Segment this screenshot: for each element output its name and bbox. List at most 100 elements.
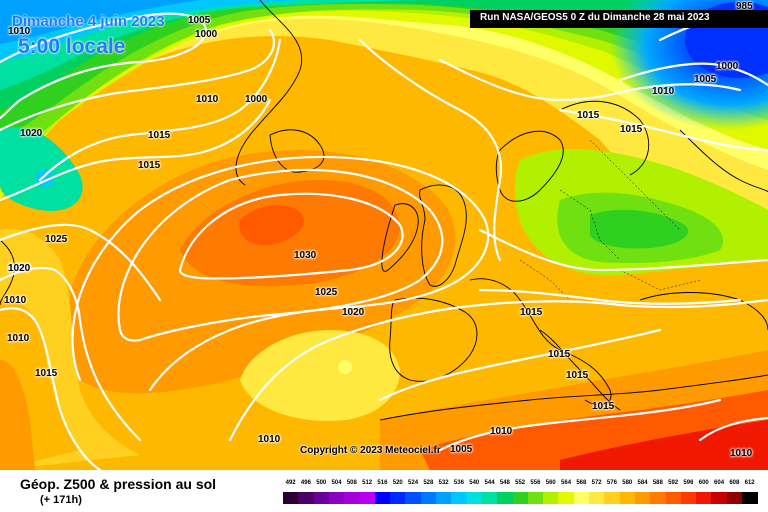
scale-tick-label: 536 (453, 480, 464, 486)
scale-swatch (558, 492, 575, 504)
isobar-label: 1005 (694, 74, 717, 85)
scale-swatch (512, 492, 529, 504)
scale-swatch (283, 492, 299, 504)
scale-swatch (359, 492, 376, 504)
isobar-label: 1015 (35, 368, 58, 379)
scale-tick-label: 556 (530, 480, 541, 486)
color-scale: 492 496 500 504 508 512 516 520 524 528 532 536 540 5… (283, 478, 763, 510)
scale-swatch (313, 492, 330, 504)
scale-tick-label: 572 (591, 480, 602, 486)
scale-swatch (481, 492, 498, 504)
isobar-label: 1025 (315, 287, 338, 298)
weather-map: 1010 1005 1000 1020 1015 1010 1000 1010 … (0, 0, 768, 470)
isobar-label: 1015 (592, 401, 615, 412)
scale-swatch (711, 492, 728, 504)
scale-tick-label: 560 (545, 480, 556, 486)
scale-tick-label: 568 (576, 480, 587, 486)
isobar-label: 1010 (8, 263, 31, 274)
scale-swatch (696, 492, 712, 504)
scale-tick-label: 552 (515, 480, 526, 486)
scale-swatch (650, 492, 666, 504)
forecast-offset: (+ 171h) (40, 494, 82, 506)
scale-swatch (328, 492, 345, 504)
scale-tick-label: 576 (606, 480, 617, 486)
isobar-label: 1015 (577, 110, 600, 121)
isobar-label: 1010 (7, 333, 30, 344)
isobar-label: 1010 (258, 434, 281, 445)
scale-swatch (543, 492, 559, 504)
isobar-label: 1010 (490, 426, 513, 437)
scale-swatch (665, 492, 682, 504)
scale-tick-label: 608 (729, 480, 740, 486)
scale-tick-label: 492 (285, 480, 296, 486)
isobar-label: 1015 (548, 349, 571, 360)
isobar-label: 1015 (520, 307, 543, 318)
forecast-time: 5:00 locale (18, 35, 126, 58)
scale-swatch (298, 492, 315, 504)
legend-title: Géop. Z500 & pression au sol (20, 476, 217, 492)
scale-swatch (374, 492, 391, 504)
scale-tick-label: 528 (423, 480, 434, 486)
forecast-date: Dimanche 4 juin 2023 (12, 13, 165, 30)
run-label: Run NASA/GEOS5 0 Z du Dimanche 28 mai 20… (480, 12, 710, 23)
isobar-label: 1015 (620, 124, 643, 135)
scale-swatch (573, 492, 590, 504)
copyright-text: Copyright © 2023 Meteociel.fr (300, 445, 441, 456)
scale-swatch (680, 492, 697, 504)
scale-tick-label: 508 (346, 480, 357, 486)
scale-swatch (344, 492, 360, 504)
scale-tick-label: 544 (484, 480, 495, 486)
scale-swatch (420, 492, 437, 504)
geopotential-field (0, 0, 768, 470)
scale-tick-label: 564 (561, 480, 572, 486)
scale-swatch (405, 492, 422, 504)
scale-tick-label: 584 (637, 480, 648, 486)
isobar-label: 1005 (188, 15, 211, 26)
isobar-label: 1010 (730, 448, 753, 459)
isobar-label: 1020 (20, 128, 43, 139)
isobar-label: 985 (736, 1, 753, 12)
scale-tick-label: 496 (300, 480, 311, 486)
scale-tick-label: 516 (377, 480, 388, 486)
scale-tick-label: 600 (698, 480, 709, 486)
isobar-label: 1010 (652, 86, 675, 97)
isobar-label: 1010 (4, 295, 27, 306)
scale-tick-label: 548 (499, 480, 510, 486)
scale-swatch (604, 492, 621, 504)
scale-swatch (497, 492, 513, 504)
scale-tick-label: 540 (469, 480, 480, 486)
scale-tick-label: 596 (683, 480, 694, 486)
isobar-label: 1010 (196, 94, 219, 105)
scale-tick-label: 592 (668, 480, 679, 486)
scale-tick-label: 524 (408, 480, 419, 486)
scale-swatch (619, 492, 636, 504)
scale-tick-label: 504 (331, 480, 342, 486)
scale-tick-label: 580 (622, 480, 633, 486)
scale-swatch (390, 492, 406, 504)
isobar-label: 1020 (8, 263, 31, 274)
isobar-label: 1000 (716, 61, 739, 72)
isobar-label: 1030 (294, 250, 317, 261)
scale-tick-label: 532 (438, 480, 449, 486)
scale-tick-label: 588 (652, 480, 663, 486)
isobar-label: 1015 (148, 130, 171, 141)
scale-swatch (634, 492, 651, 504)
scale-tick-label: 520 (392, 480, 403, 486)
run-banner (470, 10, 768, 28)
scale-tick-label: 604 (714, 480, 725, 486)
scale-swatch (527, 492, 544, 504)
isobar-label: 1000 (245, 94, 268, 105)
scale-swatch (451, 492, 468, 504)
scale-swatch (742, 492, 758, 504)
scale-tick-label: 512 (362, 480, 373, 486)
isobar-label: 1020 (8, 263, 31, 274)
isobar-label: 1020 (342, 307, 365, 318)
scale-swatch (466, 492, 483, 504)
scale-tick-label: 500 (316, 480, 327, 486)
isobar-label: 1005 (450, 444, 473, 455)
isobar-label: 1010 (8, 26, 31, 37)
isobar-label: 1025 (45, 234, 68, 245)
scale-swatch (589, 492, 605, 504)
isobar-label: 1015 (138, 160, 161, 171)
isobar-label: 1000 (195, 29, 218, 40)
